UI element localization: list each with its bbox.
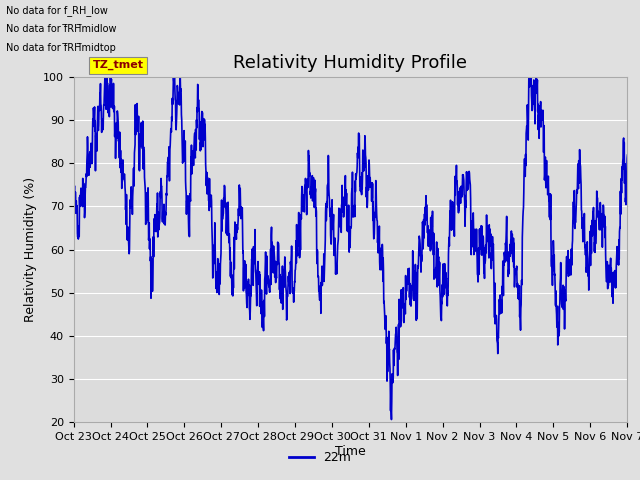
Y-axis label: Relativity Humidity (%): Relativity Humidity (%) [24, 177, 37, 322]
X-axis label: Time: Time [335, 445, 366, 458]
Text: TZ_tmet: TZ_tmet [93, 60, 144, 70]
Text: No data for f̅RH̅midlow: No data for f̅RH̅midlow [6, 24, 117, 34]
Text: No data for f̅RH̅midtop: No data for f̅RH̅midtop [6, 43, 116, 53]
Legend: 22m: 22m [284, 446, 356, 469]
Text: No data for f_RH_low: No data for f_RH_low [6, 5, 108, 16]
Title: Relativity Humidity Profile: Relativity Humidity Profile [234, 54, 467, 72]
